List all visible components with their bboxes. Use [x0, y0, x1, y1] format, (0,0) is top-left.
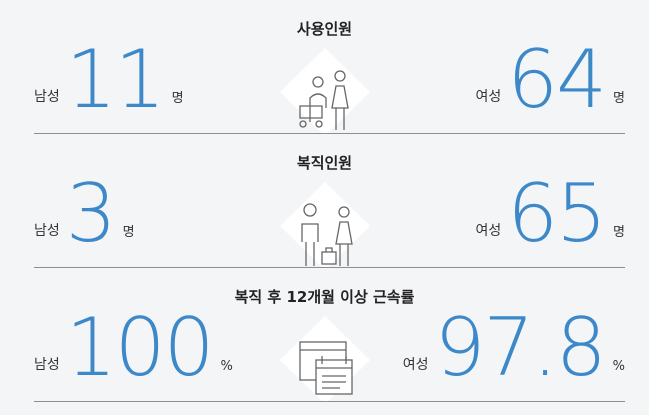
section: 복직 후 12개월 이상 근속률 남성 100 % 여성 97.8 %	[0, 268, 649, 402]
label: 여성	[475, 89, 502, 105]
unit: %	[220, 359, 233, 374]
unit: 명	[171, 91, 184, 106]
label: 여성	[402, 357, 429, 373]
value: 11	[65, 33, 166, 126]
icon	[280, 316, 370, 402]
value: 65	[507, 167, 607, 260]
unit: 명	[613, 91, 625, 106]
female-stat: 여성 64 명	[475, 40, 625, 120]
section: 복직인원 남성 3 명 여성 65 명	[0, 134, 649, 268]
section-title: 사용인원	[296, 20, 353, 38]
icon	[280, 48, 370, 134]
unit: %	[612, 359, 625, 374]
divider	[34, 133, 625, 134]
female-stat: 여성 65 명	[475, 174, 625, 254]
section-title: 복직 후 12개월 이상 근속률	[234, 288, 415, 306]
male-stat: 남성 100 %	[34, 308, 233, 388]
section: 사용인원 남성 11 명 여성 64 명	[0, 0, 649, 134]
divider	[34, 267, 625, 268]
label: 여성	[475, 223, 502, 239]
value: 64	[507, 33, 607, 126]
value: 3	[65, 167, 117, 260]
divider	[34, 401, 625, 402]
value: 100	[65, 301, 215, 394]
value: 97.8	[434, 301, 607, 394]
male-stat: 남성 3 명	[34, 174, 135, 254]
male-stat: 남성 11 명	[34, 40, 184, 120]
section-title: 복직인원	[296, 154, 353, 172]
unit: 명	[122, 225, 135, 240]
icon	[280, 182, 370, 268]
female-stat: 여성 97.8 %	[403, 308, 625, 388]
unit: 명	[613, 225, 625, 240]
label: 남성	[34, 89, 60, 105]
label: 남성	[34, 223, 60, 239]
label: 남성	[34, 357, 60, 373]
